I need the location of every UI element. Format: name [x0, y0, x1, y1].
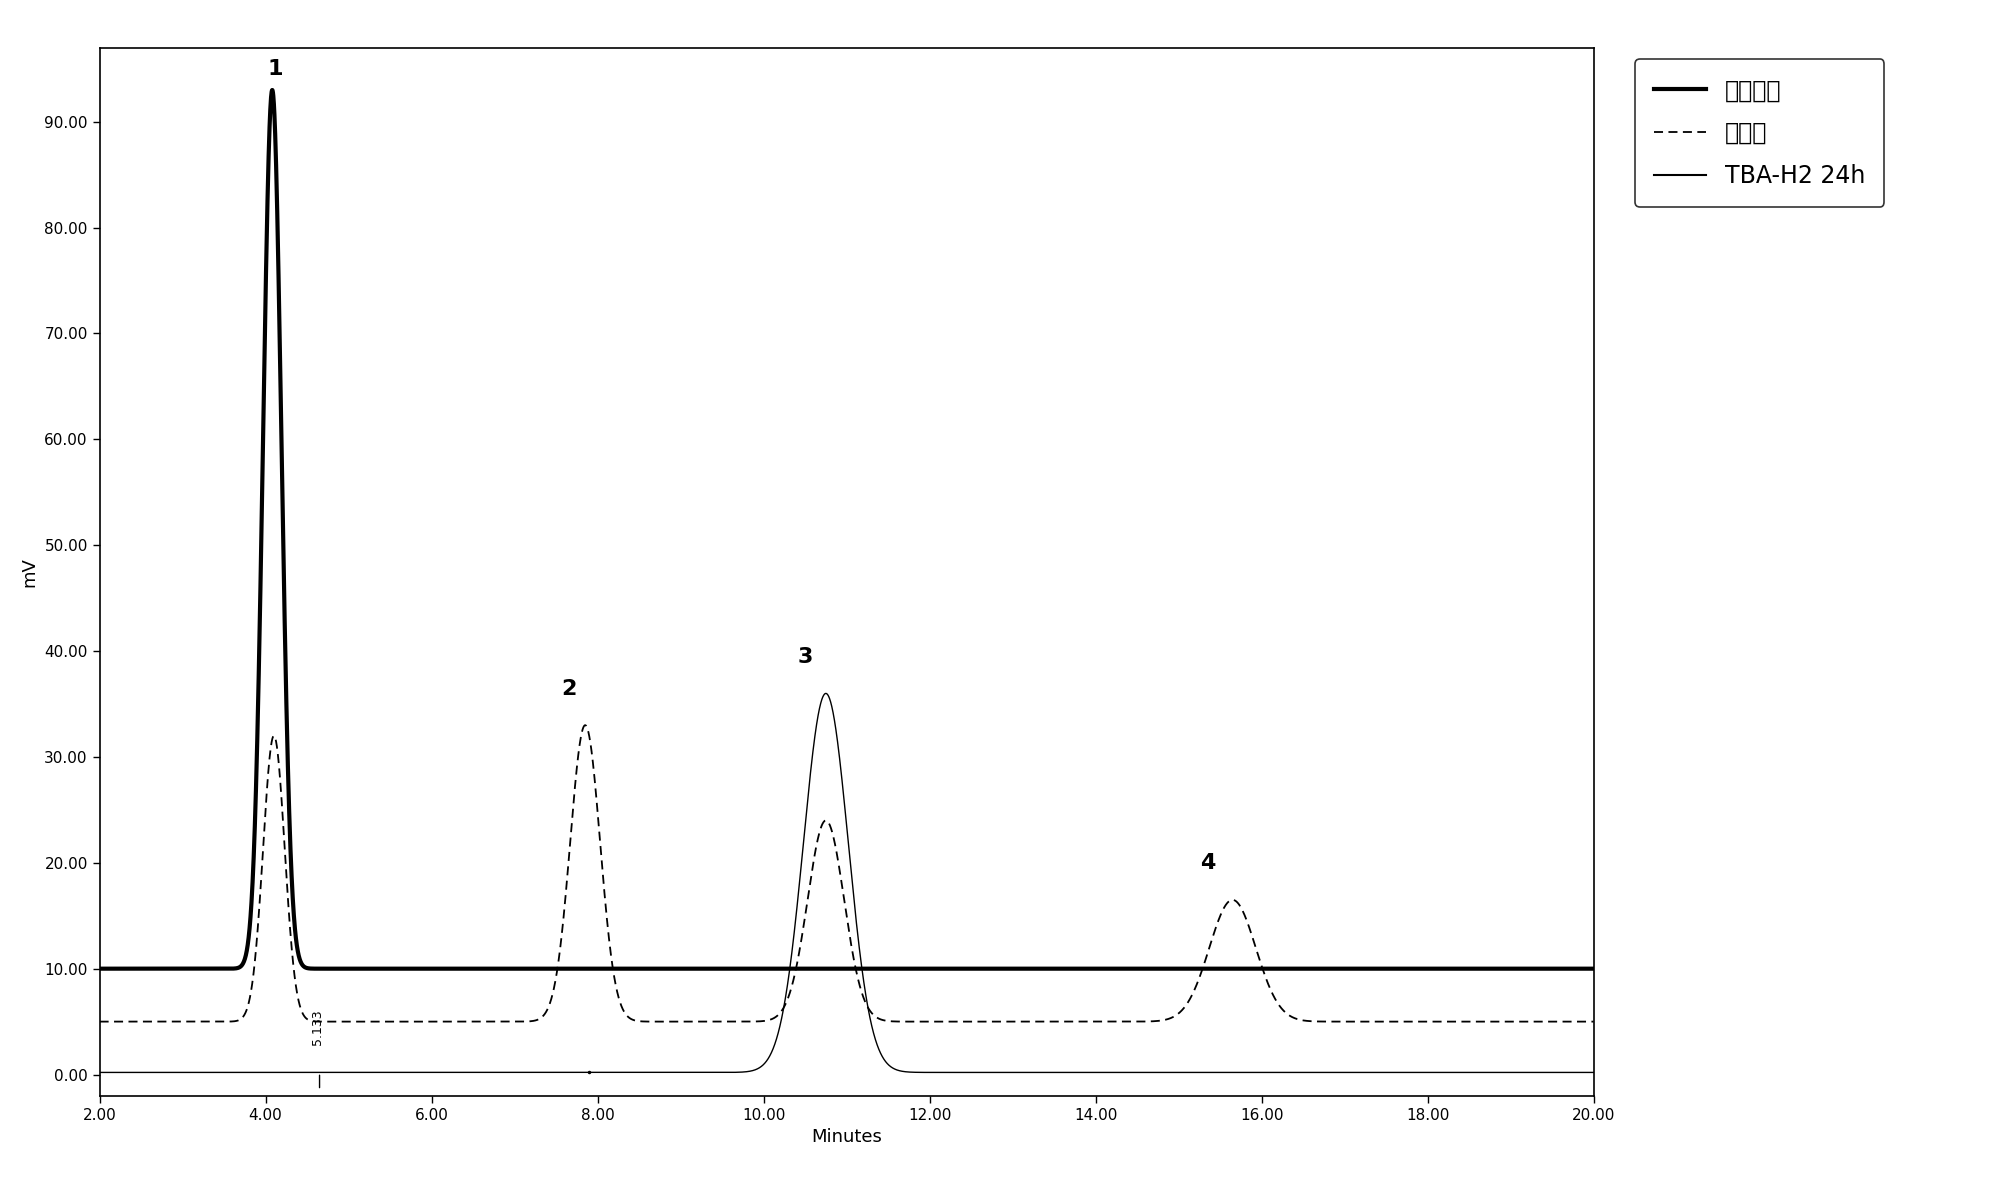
Text: 1: 1: [267, 60, 283, 80]
Text: 4: 4: [1199, 854, 1215, 873]
Legend: 无酶对照, 标准品, TBA-H2 24h: 无酶对照, 标准品, TBA-H2 24h: [1635, 60, 1884, 207]
Text: 3: 3: [797, 647, 813, 667]
X-axis label: Minutes: Minutes: [811, 1128, 882, 1146]
Text: 2: 2: [562, 679, 576, 699]
Text: 5.133: 5.133: [311, 1009, 323, 1045]
Y-axis label: mV: mV: [20, 556, 38, 587]
